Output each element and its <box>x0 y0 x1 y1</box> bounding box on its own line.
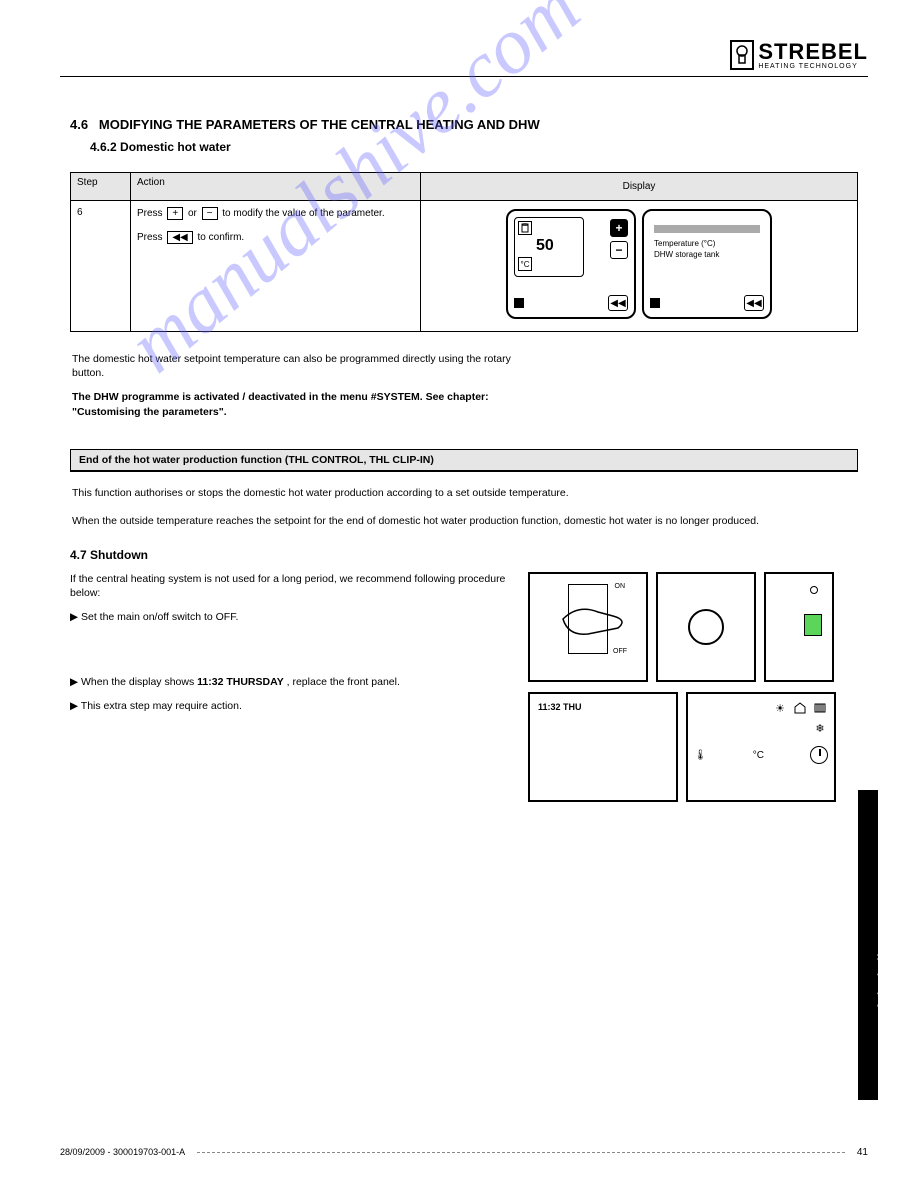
mode-glyph-row: ☀ <box>694 700 828 716</box>
page-header: STREBEL HEATING TECHNOLOGY <box>60 40 868 74</box>
figure-display-panel: 11:32 THU <box>528 692 678 802</box>
table-row: 6 Press + or − to modify the value of th… <box>71 201 857 331</box>
shutdown-content: If the central heating system is not use… <box>70 572 858 802</box>
thermometer-icon: 🌡 <box>694 750 707 761</box>
shutdown-step-1: ▶ Set the main on/off switch to OFF. <box>70 610 512 624</box>
figure-row-2: 11:32 THU ☀ ❄ 🌡 °C <box>528 692 858 802</box>
brand-name: STREBEL <box>758 41 868 63</box>
brand-block: STREBEL HEATING TECHNOLOGY <box>730 40 868 70</box>
degree-icon: °C <box>518 257 532 271</box>
tank-icon <box>518 221 532 235</box>
shutdown-heading: 4.7 Shutdown <box>70 548 858 562</box>
shutdown-step-2b: , replace the front panel. <box>287 676 400 688</box>
panel2-title-bar <box>654 225 760 233</box>
sun-icon: ☀ <box>772 700 788 716</box>
end-dhw-para-1: This function authorises or stops the do… <box>72 486 856 500</box>
panel-d-text: 11:32 THU <box>538 702 668 712</box>
section-heading: 4.6 MODIFYING THE PARAMETERS OF THE CENT… <box>70 117 868 132</box>
figure-switch: ON OFF <box>528 572 648 682</box>
shutdown-figure-column: ON OFF 11:32 THU ☀ <box>528 572 858 802</box>
indicator-dot <box>514 298 524 308</box>
minus-button[interactable]: − <box>610 241 628 259</box>
snow-icon: ❄ <box>812 720 828 736</box>
brand-subtitle: HEATING TECHNOLOGY <box>758 63 868 70</box>
panel-display-value: 50 <box>536 237 580 255</box>
section-title-text: MODIFYING THE PARAMETERS OF THE CENTRAL … <box>99 117 540 132</box>
indicator-dot-2 <box>650 298 660 308</box>
panel-side-buttons: + − <box>610 219 628 259</box>
ring-icon <box>688 609 724 645</box>
brand-logo-icon <box>730 40 754 70</box>
table-header-row: Step Action Display <box>71 173 857 201</box>
shutdown-step-2: ▶ When the display shows 11:32 THURSDAY … <box>70 675 512 689</box>
plus-button[interactable]: + <box>610 219 628 237</box>
house-icon <box>792 700 808 716</box>
page-footer: 28/09/2009 - 300019703-001-A 41 <box>60 1147 868 1158</box>
grey-bar-rule <box>70 470 858 472</box>
figure-power-button <box>764 572 834 682</box>
switch-off-label: OFF <box>613 648 627 655</box>
footer-page-number: 41 <box>857 1147 868 1158</box>
footer-dash <box>197 1152 845 1153</box>
parameter-table: Step Action Display 6 Press + or − to mo… <box>70 172 858 332</box>
panel2-line1: Temperature (°C) <box>654 239 760 248</box>
header-rule <box>60 76 868 77</box>
table-cell-display: 50 °C + − ◀◀ Temperature (°C) DHW storag… <box>421 201 857 331</box>
action-text-3: to modify the value of the parameter. <box>222 208 384 219</box>
shutdown-step-extra: ▶ This extra step may require action. <box>70 699 512 713</box>
subsection-heading: 4.6.2 Domestic hot water <box>90 140 868 154</box>
footer-date: 28/09/2009 - 300019703-001-A <box>60 1148 185 1158</box>
side-tab-label: 4. Use of the boiler <box>876 940 888 1058</box>
figure-mode-panel: ☀ ❄ 🌡 °C <box>686 692 836 802</box>
panel-display: 50 °C <box>514 217 584 277</box>
hand-icon <box>558 594 638 644</box>
figure-ring <box>656 572 756 682</box>
back-key-icon: ◀◀ <box>167 231 192 244</box>
temp-unit-label: °C <box>753 750 764 761</box>
mode-glyph-row-2: ❄ <box>694 720 828 736</box>
action-text-5: to confirm. <box>198 232 245 243</box>
action-text-2: or <box>188 208 197 219</box>
action-text-4: Press <box>137 232 163 243</box>
shutdown-text-column: If the central heating system is not use… <box>70 572 512 802</box>
table-header-display: Display <box>421 173 857 200</box>
brand-text: STREBEL HEATING TECHNOLOGY <box>758 41 868 70</box>
dhw-rotary-paragraph: The domestic hot water setpoint temperat… <box>72 352 512 380</box>
dhw-programme-note: The DHW programme is activated / deactiv… <box>72 390 512 418</box>
minus-key-icon: − <box>202 207 218 220</box>
controller-panel-1: 50 °C + − ◀◀ <box>506 209 636 319</box>
temp-dial-row: 🌡 °C <box>694 746 828 764</box>
shutdown-time: 11:32 <box>197 676 223 688</box>
power-button[interactable] <box>804 614 822 636</box>
side-tab-bar <box>858 790 878 1100</box>
back-button[interactable]: ◀◀ <box>608 295 628 311</box>
table-header-action: Action <box>131 173 421 200</box>
end-dhw-heading-bar: End of the hot water production function… <box>70 449 858 470</box>
section-number: 4.6 <box>70 117 88 132</box>
controller-panel-2: Temperature (°C) DHW storage tank ◀◀ <box>642 209 772 319</box>
temperature-dial[interactable] <box>810 746 828 764</box>
panel2-line2: DHW storage tank <box>654 250 760 259</box>
table-cell-step: 6 <box>71 201 131 331</box>
figure-row-1: ON OFF <box>528 572 858 682</box>
shutdown-day: THURSDAY <box>226 676 283 688</box>
back-button-2[interactable]: ◀◀ <box>744 295 764 311</box>
end-dhw-para-2: When the outside temperature reaches the… <box>72 514 856 528</box>
shutdown-step-2a: ▶ When the display shows <box>70 676 194 688</box>
radiator-icon <box>812 700 828 716</box>
action-text-1: Press <box>137 208 163 219</box>
switch-on-label: ON <box>615 583 626 590</box>
indicator-led-icon <box>810 586 818 594</box>
plus-key-icon: + <box>167 207 183 220</box>
table-header-step: Step <box>71 173 131 200</box>
table-cell-action: Press + or − to modify the value of the … <box>131 201 421 331</box>
shutdown-intro: If the central heating system is not use… <box>70 572 512 600</box>
